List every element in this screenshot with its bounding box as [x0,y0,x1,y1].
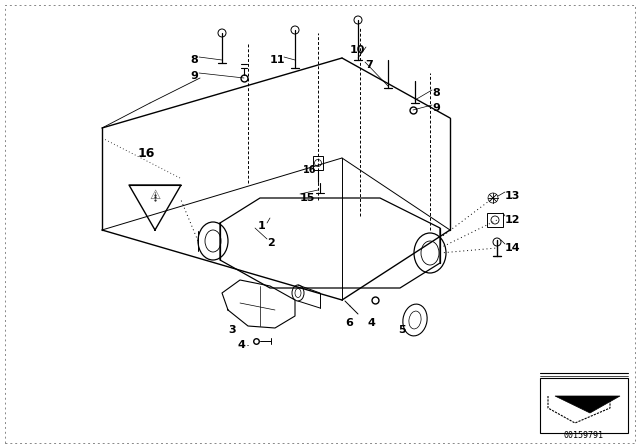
Text: 2: 2 [267,238,275,248]
Text: 10: 10 [350,45,365,55]
Text: 8: 8 [432,88,440,98]
Polygon shape [555,396,620,413]
Text: 15: 15 [300,193,316,203]
Text: 11: 11 [270,55,285,65]
Text: 00159791: 00159791 [564,431,604,440]
Text: 13: 13 [505,191,520,201]
Text: 6: 6 [345,318,353,328]
Text: 5: 5 [398,325,406,335]
Text: ⚠: ⚠ [149,189,161,202]
Text: 8: 8 [190,55,198,65]
Text: 16: 16 [303,165,317,175]
Bar [313,156,323,170]
Text: 9: 9 [190,71,198,81]
Text: 3: 3 [228,325,236,335]
Bar [540,378,628,433]
Text: 1: 1 [258,221,266,231]
Text: 4: 4 [238,340,246,350]
Text: 14: 14 [505,243,520,253]
Text: 12: 12 [505,215,520,225]
Text: 16: 16 [138,146,156,159]
Text: 7: 7 [365,60,372,70]
Text: 4: 4 [367,318,375,328]
Text: 9: 9 [432,103,440,113]
Bar [487,213,503,227]
